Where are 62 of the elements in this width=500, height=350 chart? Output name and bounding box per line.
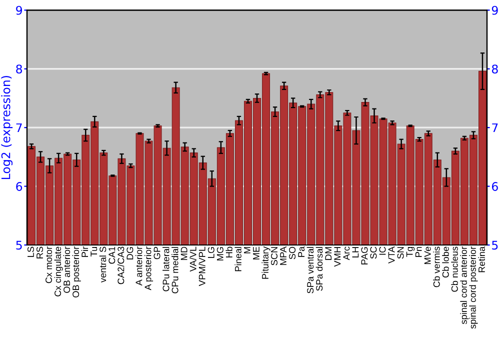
y2-tick-label: 6 — [492, 182, 498, 191]
x-tick-label: LG — [208, 247, 214, 258]
x-tick-label: Cx motor — [46, 246, 52, 284]
y-tick-label: 8 — [16, 64, 22, 74]
x-tick-label: A anterior — [135, 246, 142, 286]
x-tick-label: DG — [126, 247, 134, 260]
x-tick-label: Cx cingulate — [54, 246, 63, 296]
x-tick-label: LS — [27, 246, 34, 257]
x-tick-label: MVe — [424, 246, 431, 264]
x-tick-label: SC — [370, 246, 377, 259]
y-tick-label: 6 — [16, 182, 22, 191]
x-tick-label: CA2/CA3 — [117, 246, 124, 284]
y-tick-label: 9 — [16, 6, 22, 15]
x-tick-label: IC — [379, 246, 386, 255]
y2-tick-label: 9 — [492, 6, 498, 15]
x-tick-label: SO — [289, 246, 296, 260]
x-tick-label: SPa dorsal — [316, 247, 323, 291]
x-tick-label: VTA — [388, 246, 395, 264]
x-tick-label: VA/VL — [190, 246, 196, 272]
x-tick-label: SN — [397, 247, 404, 259]
y-tick-label: 5 — [16, 240, 22, 250]
x-tick-label: MG — [216, 247, 224, 260]
x-tick-label: SCN — [271, 247, 278, 266]
x-tick-label: Cb nucleus — [451, 246, 458, 292]
x-tick-label: VMH — [334, 247, 341, 267]
x-tick-label: Tg — [406, 246, 415, 257]
x-tick-label: PAG — [361, 247, 368, 264]
x-tick-label: spinal cord anterior — [460, 246, 469, 324]
x-tick-label: spinal cord posterior — [469, 246, 478, 329]
x-tick-label: RS — [36, 246, 43, 258]
x-tick-label: Pineal — [234, 247, 242, 272]
x-tick-label: OB posterior — [72, 246, 81, 298]
x-tick-label: MPA — [280, 246, 286, 265]
x-tick-label: Cb vermis — [433, 246, 440, 288]
x-tick-label: A posterior — [144, 246, 154, 290]
x-tick-label: Pa — [298, 246, 305, 257]
y2-tick-label: 5 — [492, 240, 498, 250]
y2-tick-label: 7 — [492, 123, 498, 132]
x-tick-label: DM — [325, 247, 332, 260]
x-tick-label: Pir — [81, 246, 88, 257]
x-tick-label: VPM/VPL — [198, 246, 206, 286]
x-tick-label: Arc — [343, 246, 350, 260]
x-tick-label: ME — [253, 246, 260, 260]
x-tick-label: Pn — [415, 246, 422, 257]
x-tick-label: LH — [352, 247, 359, 258]
x-tick-label: CPu medial — [172, 247, 178, 294]
x-tick-label: CA1 — [108, 246, 116, 264]
x-tick-label: Cb lobe — [442, 246, 449, 278]
x-tick-label: Pituitary — [262, 246, 270, 279]
x-tick-label: Hb — [226, 246, 232, 258]
x-tick-label: Retina — [478, 246, 485, 272]
y-axis-title: Log2 (expression) — [1, 76, 13, 180]
x-tick-label: CPu lateral — [162, 247, 170, 292]
x-tick-label: SPa ventral — [306, 247, 314, 294]
x-tick-label: MD — [180, 246, 188, 260]
x-tick-label: OB anterior — [63, 246, 70, 293]
y-tick-label: 7 — [16, 123, 22, 132]
y2-tick-label: 8 — [492, 64, 498, 74]
x-tick-label: M — [244, 247, 250, 254]
x-tick-label: GP — [154, 246, 160, 260]
x-tick-label: Tu — [90, 246, 98, 257]
x-tick-label: ventral S — [99, 246, 106, 283]
